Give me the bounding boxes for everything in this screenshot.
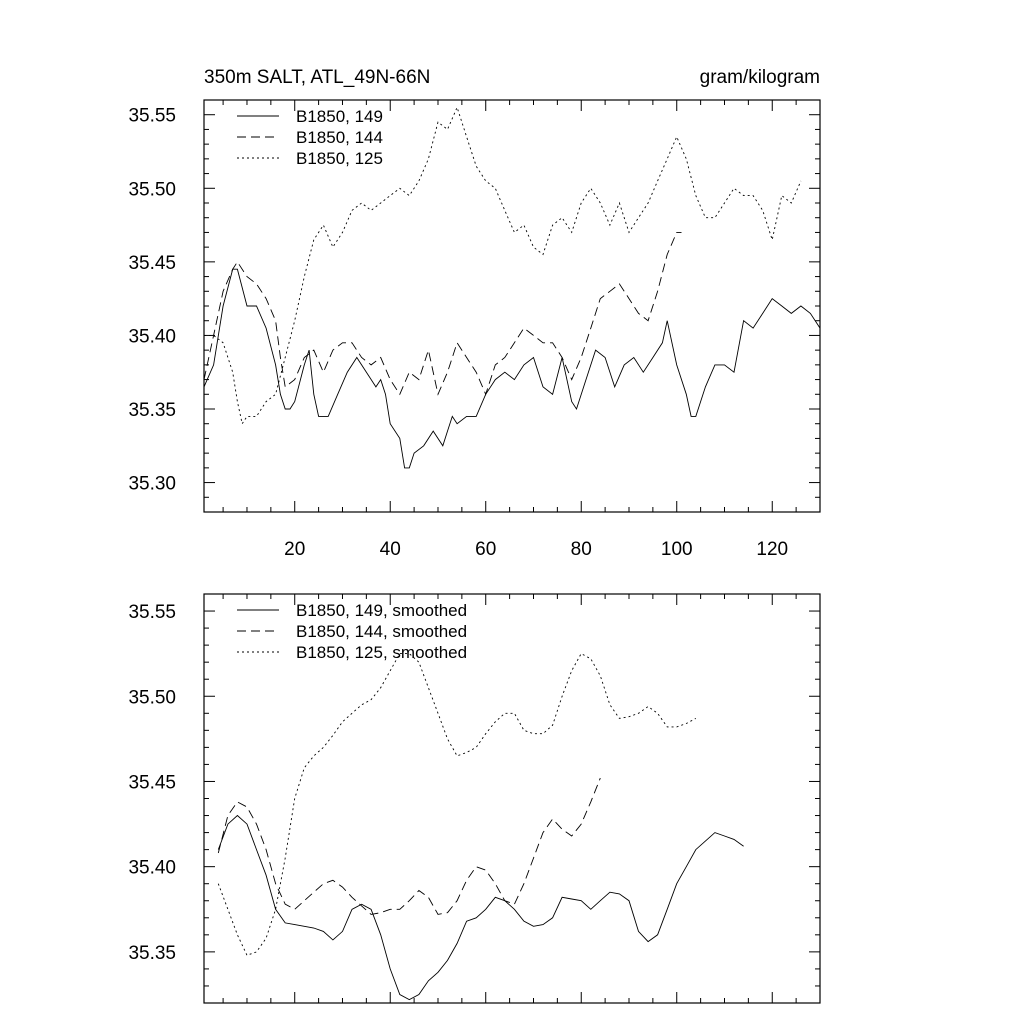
y-tick-label: 35.35	[128, 943, 176, 964]
legend-label: B1850, 144, smoothed	[296, 622, 467, 641]
y-tick-label: 35.30	[128, 474, 176, 495]
y-tick-label: 35.40	[128, 326, 176, 347]
series-line	[204, 231, 682, 396]
x-tick-label: 40	[380, 539, 401, 560]
legend-label: B1850, 125	[296, 149, 383, 168]
y-tick-label: 35.55	[128, 106, 176, 127]
x-tick-label: 80	[571, 539, 592, 560]
series-line	[204, 106, 802, 425]
x-tick-label: 20	[284, 539, 305, 560]
series-line	[217, 814, 744, 1001]
y-tick-label: 35.50	[128, 179, 176, 200]
y-tick-label: 35.55	[128, 602, 176, 623]
legend-label: B1850, 144	[296, 128, 383, 147]
panel-raw: 20 40 60 80 100 120 35.30 35.35 35.40 35.45 35.50 3…	[128, 99, 821, 560]
x-tick-label: 100	[661, 539, 693, 560]
y-tick-label: 35.50	[128, 687, 176, 708]
y-tick-label: 35.40	[128, 858, 176, 879]
legend-label: B1850, 125, smoothed	[296, 643, 467, 662]
y-tick-label: 35.45	[128, 772, 176, 793]
figure-title: 350m SALT, ATL_49N-66N	[204, 67, 430, 88]
legend-label: B1850, 149, smoothed	[296, 601, 467, 620]
series-line	[204, 268, 820, 469]
x-tick-label: 120	[756, 539, 788, 560]
x-tick-label: 60	[475, 539, 496, 560]
panel-smoothed: 35.35 35.40 35.45 35.50 35.55 B1850, 149, smo…	[128, 593, 821, 1004]
y-tick-label: 35.35	[128, 400, 176, 421]
y-tick-label: 35.45	[128, 253, 176, 274]
series-line	[217, 652, 697, 956]
units-label: gram/kilogram	[700, 67, 820, 88]
legend-label: B1850, 149	[296, 107, 383, 126]
series-line	[217, 777, 601, 915]
